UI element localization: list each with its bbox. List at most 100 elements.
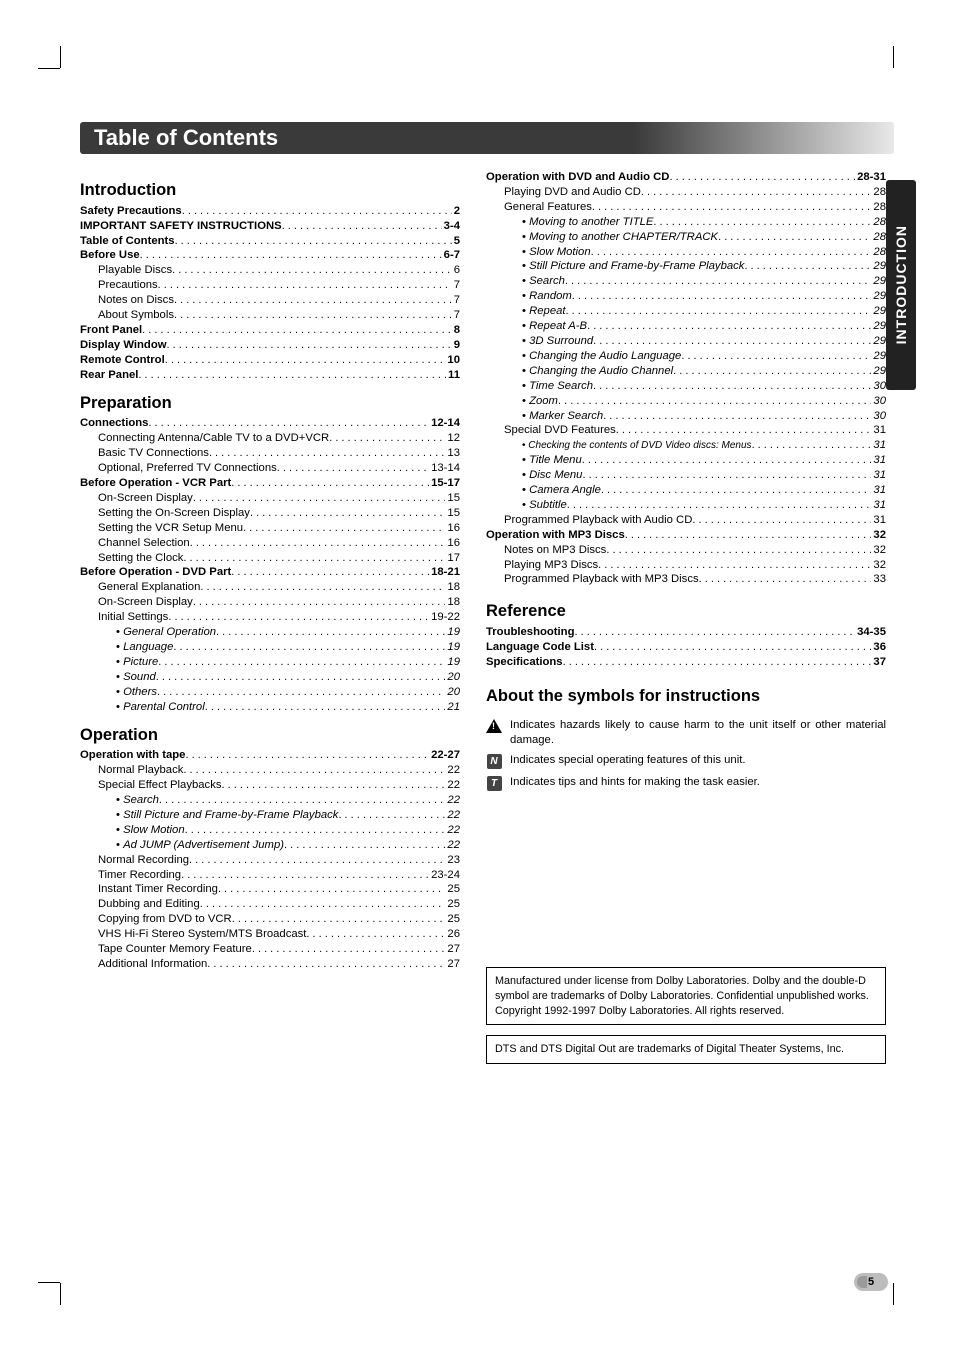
toc-dots [616, 423, 872, 438]
toc-page: 19 [445, 655, 460, 670]
toc-row: Subtitle31 [486, 498, 886, 513]
toc-dots [593, 334, 871, 349]
toc-page: 28 [871, 215, 886, 230]
toc-row: Slow Motion28 [486, 245, 886, 260]
toc-page: 19-22 [429, 610, 460, 625]
toc-dots [167, 338, 452, 353]
toc-page: 28 [871, 185, 886, 200]
toc-dots [252, 942, 446, 957]
tip-icon: T [486, 775, 502, 791]
toc-page: 22 [445, 823, 460, 838]
toc-page: 25 [445, 897, 460, 912]
toc-row: Checking the contents of DVD Video discs… [486, 438, 886, 453]
symbol-text: Indicates special operating features of … [510, 753, 886, 769]
toc-page: 17 [445, 551, 460, 566]
toc-page: 22 [445, 763, 460, 778]
crop-mark [60, 1283, 61, 1305]
toc-dots [601, 483, 872, 498]
toc-label: Setting the Clock [98, 551, 183, 566]
toc-dots [156, 670, 446, 685]
toc-page: 28 [871, 245, 886, 260]
toc-label: Search [522, 274, 565, 289]
toc-label: General Explanation [98, 580, 200, 595]
page-root: Table of Contents INTRODUCTION Introduct… [0, 0, 954, 1351]
toc-dots [183, 763, 445, 778]
toc-dots [231, 565, 429, 580]
toc-dots [165, 353, 446, 368]
toc-page: 19 [445, 640, 460, 655]
warning-icon [486, 718, 502, 734]
toc-row: Programmed Playback with MP3 Discs33 [486, 572, 886, 587]
toc-dots [158, 278, 452, 293]
toc-page: 16 [445, 521, 460, 536]
toc-label: Safety Precautions [80, 204, 182, 219]
toc-dots [744, 259, 871, 274]
toc-label: Changing the Audio Language [522, 349, 681, 364]
toc-dots [592, 200, 872, 215]
toc-dots [189, 853, 445, 868]
crop-mark [60, 46, 61, 68]
toc-label: Connections [80, 416, 148, 431]
toc-dots [587, 319, 871, 334]
toc-row: Operation with MP3 Discs32 [486, 528, 886, 543]
toc-dots [158, 655, 445, 670]
toc-page: 27 [445, 942, 460, 957]
toc-page: 21 [445, 700, 460, 715]
toc-label: Camera Angle [522, 483, 601, 498]
toc-dots [582, 468, 871, 483]
toc-row: On-Screen Display18 [80, 595, 460, 610]
toc-row: Operation with DVD and Audio CD28-31 [486, 170, 886, 185]
section-heading: Operation [80, 725, 460, 747]
toc-dots [185, 748, 429, 763]
toc-label: Search [116, 793, 159, 808]
toc-label: Front Panel [80, 323, 142, 338]
toc-dots [752, 438, 872, 453]
toc-label: Copying from DVD to VCR [98, 912, 232, 927]
toc-page: 11 [446, 368, 460, 383]
toc-label: Table of Contents [80, 234, 175, 249]
toc-label: Time Search [522, 379, 593, 394]
toc-row: Connecting Antenna/Cable TV to a DVD+VCR… [80, 431, 460, 446]
toc-dots [200, 580, 445, 595]
toc-label: Changing the Audio Channel [522, 364, 673, 379]
toc-dots [138, 368, 446, 383]
toc-page: 15 [445, 506, 460, 521]
toc-label: Language [116, 640, 173, 655]
toc-dots [565, 274, 872, 289]
toc-row: Before Operation - DVD Part18-21 [80, 565, 460, 580]
page-number: 5 [854, 1273, 888, 1291]
toc-dots [185, 823, 446, 838]
toc-row: Camera Angle31 [486, 483, 886, 498]
toc-row: General Operation19 [80, 625, 460, 640]
toc-dots [182, 204, 452, 219]
toc-label: Playing MP3 Discs [504, 558, 598, 573]
toc-label: Repeat [522, 304, 566, 319]
toc-row: Basic TV Connections13 [80, 446, 460, 461]
toc-dots [574, 625, 855, 640]
symbol-text: Indicates tips and hints for making the … [510, 775, 886, 791]
crop-mark [38, 68, 60, 69]
toc-label: Precautions [98, 278, 158, 293]
toc-page: 22 [445, 793, 460, 808]
toc-label: Checking the contents of DVD Video discs… [522, 439, 752, 452]
toc-label: Parental Control [116, 700, 205, 715]
symbol-row: T Indicates tips and hints for making the… [486, 775, 886, 791]
toc-row: Language Code List36 [486, 640, 886, 655]
toc-row: Additional Information27 [80, 957, 460, 972]
section-heading: Introduction [80, 180, 460, 202]
toc-dots [172, 263, 452, 278]
toc-row: Special DVD Features31 [486, 423, 886, 438]
crop-mark [893, 1283, 894, 1305]
toc-label: Language Code List [486, 640, 594, 655]
toc-label: General Operation [116, 625, 216, 640]
toc-dots [594, 640, 871, 655]
toc-row: Time Search30 [486, 379, 886, 394]
toc-row: Playing DVD and Audio CD28 [486, 185, 886, 200]
toc-dots [593, 379, 871, 394]
toc-dots [174, 293, 452, 308]
toc-row: Programmed Playback with Audio CD31 [486, 513, 886, 528]
toc-dots [603, 409, 871, 424]
toc-page: 31 [871, 468, 886, 483]
toc-page: 7 [452, 293, 460, 308]
toc-row: General Explanation18 [80, 580, 460, 595]
